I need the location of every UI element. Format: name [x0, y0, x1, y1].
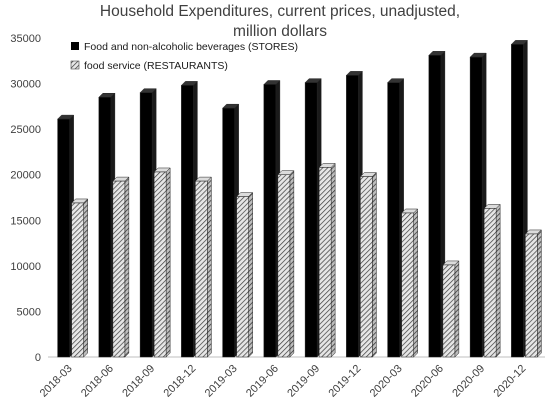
bar-side-face	[495, 203, 501, 358]
legend-label-restaurants: food service (RESTAURANTS)	[84, 60, 228, 72]
bar-side-face	[207, 176, 212, 358]
bar-stores-2020-12	[510, 39, 528, 358]
bar-restaurants-2018-12	[194, 176, 212, 358]
bar-restaurants-2020-12	[524, 229, 542, 358]
bar-side-face	[289, 170, 295, 358]
bar-front-face	[263, 84, 277, 358]
bar-front-face	[428, 55, 442, 358]
legend: Food and non-alcoholic beverages (STORES…	[70, 41, 298, 72]
x-tick-label: 2020-03	[368, 363, 405, 400]
bar-restaurants-2019-06	[277, 170, 295, 358]
x-tick-label: 2018-12	[161, 363, 198, 400]
bar-stores-2018-12	[180, 80, 198, 358]
bar-stores-2020-03	[387, 78, 405, 358]
bar-side-face	[165, 167, 171, 358]
bar-front-face	[525, 233, 538, 358]
y-tick-label: 15000	[10, 215, 41, 227]
bar-stores-2019-12	[345, 70, 363, 358]
bar-restaurants-2019-12	[359, 171, 377, 358]
y-tick-label: 10000	[10, 261, 41, 273]
bar-front-face	[71, 202, 84, 358]
y-tick-label: 35000	[10, 33, 41, 45]
bar-front-face	[387, 82, 400, 358]
bar-front-face	[139, 92, 153, 358]
y-tick-label: 20000	[10, 170, 41, 182]
y-tick-label: 0	[35, 352, 41, 364]
bar-front-face	[318, 167, 332, 358]
bar-restaurants-2020-06	[442, 260, 460, 358]
bar-restaurants-2018-03	[71, 198, 89, 358]
bar-front-face	[195, 180, 208, 358]
x-tick-label: 2018-06	[79, 363, 116, 400]
bar-front-face	[181, 85, 194, 358]
bar-front-face	[277, 174, 291, 358]
bar-stores-2019-03	[222, 103, 240, 358]
bar-side-face	[454, 260, 460, 358]
bar-side-face	[413, 208, 418, 358]
legend-swatch-restaurants	[70, 60, 80, 70]
bar-front-face	[360, 176, 373, 358]
bar-front-face	[304, 82, 318, 358]
bar-restaurants-2020-09	[483, 203, 501, 358]
x-tick-label: 2018-03	[38, 363, 75, 400]
chart-title-line-1: Household Expenditures, current prices, …	[100, 3, 460, 20]
x-tick-label: 2019-06	[244, 363, 281, 400]
y-tick-label: 25000	[10, 124, 41, 136]
bar-front-face	[153, 171, 167, 358]
y-tick-label: 5000	[17, 306, 41, 318]
bar-front-face	[112, 180, 126, 358]
bar-side-face	[124, 176, 130, 358]
y-tick-label: 30000	[10, 79, 41, 91]
x-tick-label: 2019-12	[326, 363, 363, 400]
bar-restaurants-2018-06	[112, 176, 130, 358]
legend-label-stores: Food and non-alcoholic beverages (STORES…	[84, 41, 298, 53]
bar-front-face	[236, 196, 249, 358]
x-tick-label: 2020-09	[450, 363, 487, 400]
bar-front-face	[401, 212, 414, 358]
bar-front-face	[511, 44, 524, 358]
bar-stores-2020-06	[428, 50, 446, 358]
bar-side-face	[330, 162, 336, 358]
chart-title-line-2: million dollars	[233, 23, 327, 40]
x-tick-label: 2019-03	[203, 363, 240, 400]
bar-side-face	[248, 191, 253, 358]
bar-side-face	[83, 198, 88, 358]
bar-front-face	[469, 56, 483, 358]
bar-front-face	[57, 118, 70, 358]
bar-restaurants-2019-03	[236, 191, 254, 358]
bar-side-face	[372, 171, 377, 358]
bar-restaurants-2018-09	[153, 167, 171, 358]
bar-stores-2019-09	[304, 78, 322, 358]
bar-restaurants-2019-09	[318, 162, 336, 358]
x-tick-label: 2019-09	[285, 363, 322, 400]
bar-front-face	[346, 75, 359, 358]
x-tick-label: 2018-09	[120, 363, 157, 400]
bar-stores-2018-09	[139, 88, 157, 358]
bars	[57, 39, 542, 358]
bar-stores-2020-09	[469, 52, 487, 358]
bar-stores-2018-03	[57, 114, 75, 358]
bar-front-face	[483, 208, 497, 358]
bar-side-face	[537, 229, 542, 358]
bar-front-face	[98, 96, 112, 358]
bar-front-face	[442, 264, 456, 358]
legend-swatch-stores	[71, 42, 79, 50]
bar-front-face	[222, 107, 235, 358]
x-tick-label: 2020-12	[491, 363, 528, 400]
bar-restaurants-2020-03	[401, 208, 419, 358]
x-tick-label: 2020-06	[409, 363, 446, 400]
bar-stores-2019-06	[263, 79, 281, 358]
bar-stores-2018-06	[98, 92, 116, 358]
